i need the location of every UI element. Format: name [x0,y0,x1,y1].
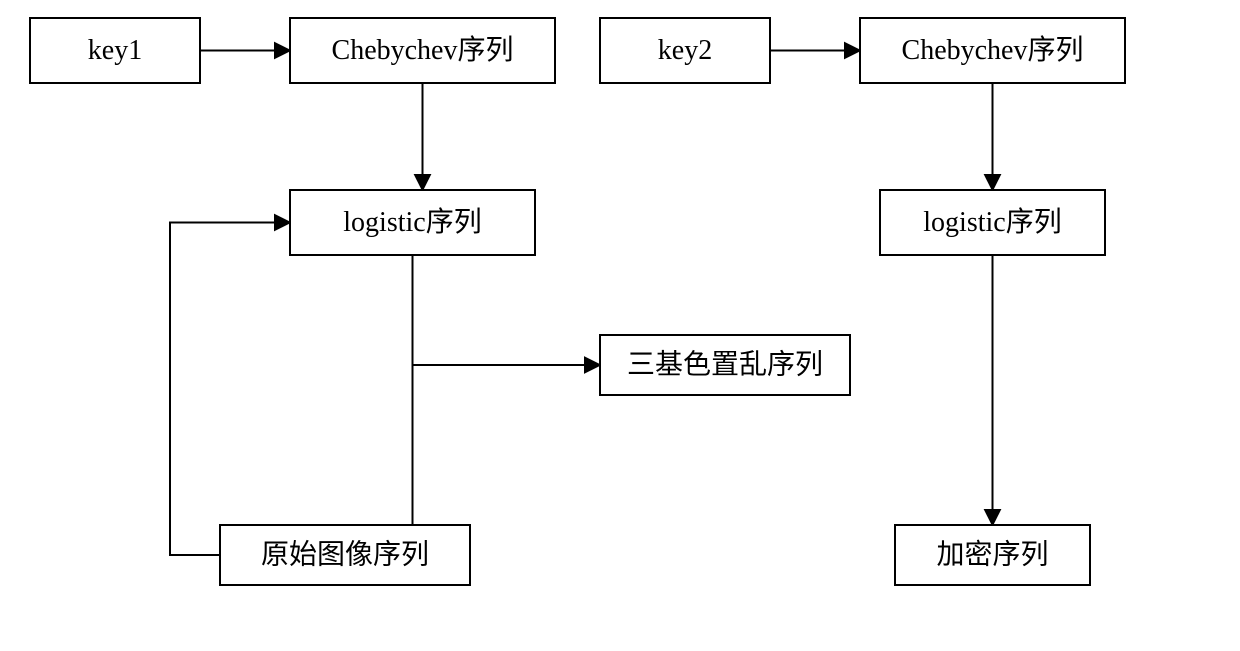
node-scramble: 三基色置乱序列 [600,335,850,395]
node-cheby2-label: Chebychev序列 [902,34,1084,66]
node-key1: key1 [30,18,200,83]
node-logistic2-label: logistic序列 [923,206,1061,238]
node-encrypted-label: 加密序列 [936,538,1048,570]
node-cheby2: Chebychev序列 [860,18,1125,83]
node-logistic1: logistic序列 [290,190,535,255]
node-key2-label: key2 [658,35,712,66]
edge-logistic1-to-scramble [413,255,601,365]
node-logistic2: logistic序列 [880,190,1105,255]
node-orig-label: 原始图像序列 [261,538,429,570]
node-scramble-label: 三基色置乱序列 [627,348,823,380]
node-key1-label: key1 [88,35,142,66]
node-orig: 原始图像序列 [220,525,470,585]
node-cheby1-label: Chebychev序列 [332,34,514,66]
node-cheby1: Chebychev序列 [290,18,555,83]
edge-orig-to-logistic1 [170,223,290,556]
node-logistic1-label: logistic序列 [343,206,481,238]
node-key2: key2 [600,18,770,83]
node-encrypted: 加密序列 [895,525,1090,585]
